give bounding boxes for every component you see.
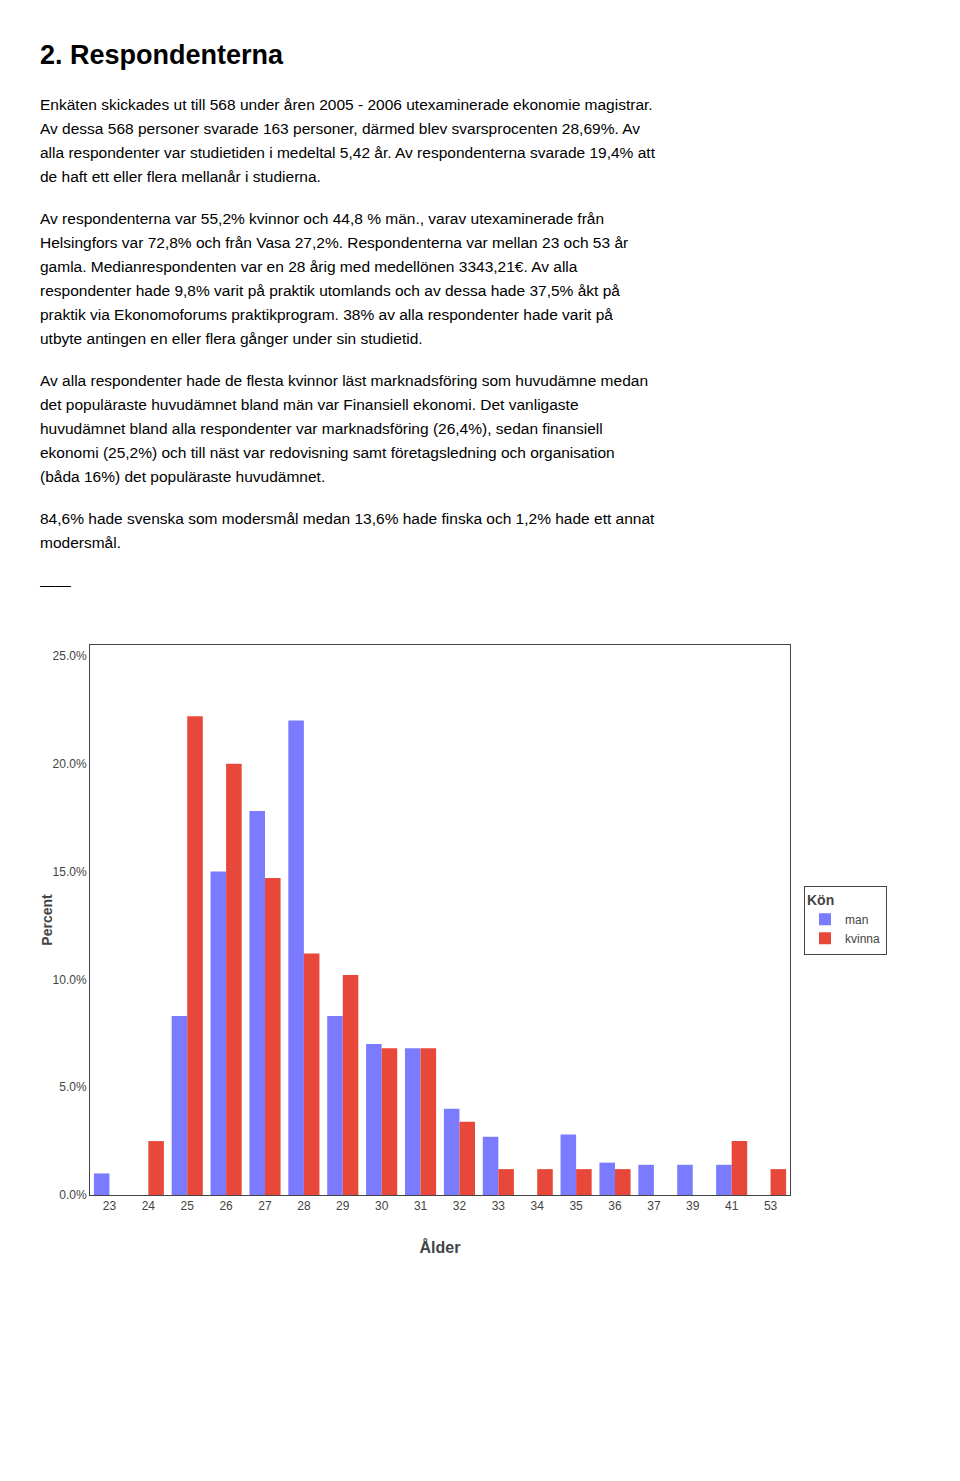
svg-text:0.0%: 0.0%	[59, 1188, 87, 1202]
svg-text:25.0%: 25.0%	[53, 649, 87, 663]
svg-text:28: 28	[297, 1200, 311, 1214]
svg-text:33: 33	[492, 1200, 506, 1214]
svg-text:29: 29	[336, 1200, 350, 1214]
html-text:2. Respondenterna: 2. Respondenterna	[40, 40, 284, 70]
svg-text:37: 37	[647, 1200, 661, 1214]
svg-text:20.0%: 20.0%	[53, 757, 87, 771]
svg-text:41: 41	[725, 1200, 739, 1214]
svg-text:32: 32	[453, 1200, 467, 1214]
svg-text:53: 53	[764, 1200, 778, 1214]
svg-text:Ålder: Ålder	[420, 1238, 461, 1256]
svg-text:kvinna: kvinna	[845, 932, 880, 946]
svg-text:35: 35	[569, 1200, 583, 1214]
svg-text:10.0%: 10.0%	[53, 973, 87, 987]
html-text:Av respondenterna var 55,2% kv: Av respondenterna var 55,2% kvinnor och …	[40, 210, 629, 348]
svg-text:Percent: Percent	[39, 894, 55, 946]
html-text:Av alla respondenter hade de f: Av alla respondenter hade de flesta kvin…	[40, 372, 648, 486]
svg-text:25: 25	[181, 1200, 195, 1214]
svg-text:31: 31	[414, 1200, 428, 1214]
svg-text:24: 24	[142, 1200, 156, 1214]
html-text:84,6% hade svenska som modersm: 84,6% hade svenska som modersmål medan 1…	[40, 510, 655, 552]
svg-text:26: 26	[219, 1200, 233, 1214]
svg-text:27: 27	[258, 1200, 272, 1214]
svg-text:23: 23	[103, 1200, 117, 1214]
svg-text:Kön: Kön	[807, 892, 834, 908]
html-text:Enkäten skickades ut till 568: Enkäten skickades ut till 568 under åren…	[40, 96, 655, 185]
svg-text:30: 30	[375, 1200, 389, 1214]
svg-text:36: 36	[608, 1200, 622, 1214]
svg-text:15.0%: 15.0%	[53, 865, 87, 879]
svg-text:34: 34	[531, 1200, 545, 1214]
svg-text:5.0%: 5.0%	[59, 1081, 87, 1095]
svg-text:39: 39	[686, 1200, 700, 1214]
svg-text:man: man	[845, 913, 868, 927]
